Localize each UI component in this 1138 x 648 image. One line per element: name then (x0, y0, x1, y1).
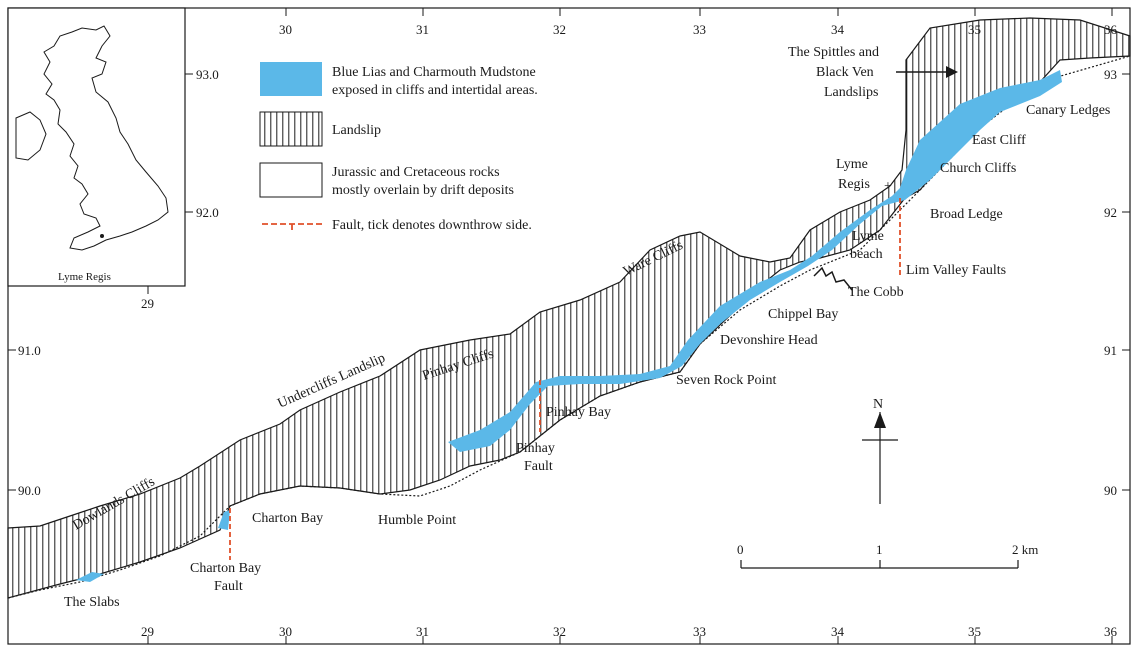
label-lyme-1: Lyme (836, 157, 868, 172)
map-frame (7, 7, 1131, 645)
easting-top-31: 31 (416, 22, 429, 37)
label-charton-fault-1: Charton Bay (190, 561, 261, 576)
label-lyme-plus-icon: + (884, 179, 892, 194)
label-spittles-3: Landslips (824, 85, 878, 100)
north-arrowhead-icon (874, 412, 886, 428)
easting-bottom-29: 29 (141, 624, 154, 639)
easting-top-33: 33 (693, 22, 706, 37)
easting-top-34: 34 (831, 22, 845, 37)
north-arrow: N (862, 397, 898, 504)
legend-swatch-drift (259, 162, 323, 198)
easting-top-32: 32 (553, 22, 566, 37)
legend-exposure-line2: exposed in cliffs and intertidal areas. (332, 83, 538, 98)
scale-bar: 0 1 2 km (737, 542, 1038, 569)
blue-lias-main (448, 70, 1062, 452)
label-chippel-bay: Chippel Bay (768, 307, 838, 322)
easting-bottom-36: 36 (1104, 624, 1118, 639)
fault-lines (229, 198, 901, 560)
legend-exposure-line1: Blue Lias and Charmouth Mudstone (332, 65, 536, 80)
easting-bottom-35: 35 (968, 624, 981, 639)
inset-map: Lyme Regis (7, 7, 186, 287)
easting-bottom-30: 30 (279, 624, 292, 639)
label-east-cliff: East Cliff (972, 133, 1026, 148)
the-cobb-structure (813, 266, 853, 291)
inset-label: Lyme Regis (58, 271, 111, 283)
blue-lias-charton (218, 510, 230, 530)
northing-right-90: 90 (1104, 483, 1117, 498)
easting-bottom-34: 34 (831, 624, 845, 639)
grid-ticks (8, 8, 1130, 644)
legend: Blue Lias and Charmouth Mudstone exposed… (259, 62, 538, 233)
label-pinhay-fault-1: Pinhay (516, 441, 555, 456)
northing-right-92: 92 (1104, 205, 1117, 220)
northing-left-91: 91.0 (18, 343, 41, 358)
easting-bottom-31: 31 (416, 624, 429, 639)
easting-inset-29: 29 (141, 296, 154, 311)
northing-inset-93: 93.0 (196, 67, 219, 82)
label-lyme-beach-2: beach (850, 247, 883, 262)
legend-drift-line2: mostly overlain by drift deposits (332, 183, 514, 198)
scale-label-0: 0 (737, 542, 744, 557)
label-canary-ledges: Canary Ledges (1026, 103, 1110, 118)
label-spittles-2: Black Ven (816, 65, 874, 80)
northing-left-90: 90.0 (18, 483, 41, 498)
label-lyme-beach-1: Lyme (852, 229, 884, 244)
label-broad-ledge: Broad Ledge (930, 207, 1003, 222)
label-the-cobb: The Cobb (848, 285, 904, 300)
northing-right-93: 93 (1104, 67, 1117, 82)
easting-bottom-32: 32 (553, 624, 566, 639)
legend-drift-line1: Jurassic and Cretaceous rocks (332, 165, 500, 180)
label-charton-fault-2: Fault (214, 579, 243, 594)
legend-landslip-label: Landslip (332, 123, 381, 138)
northing-right-91: 91 (1104, 343, 1117, 358)
legend-fault-label: Fault, tick denotes downthrow side. (332, 218, 532, 233)
blue-lias-slabs (76, 572, 104, 582)
label-spittles-1: The Spittles and (788, 45, 879, 60)
britain-outline (43, 25, 169, 251)
label-devonshire-head: Devonshire Head (720, 333, 818, 348)
legend-swatch-exposure (260, 62, 322, 96)
northing-inset-92: 92.0 (196, 205, 219, 220)
easting-bottom-33: 33 (693, 624, 706, 639)
easting-top-30: 30 (279, 22, 292, 37)
label-the-slabs: The Slabs (64, 595, 120, 610)
label-lim-valley: Lim Valley Faults (906, 263, 1006, 278)
legend-swatch-landslip (259, 111, 323, 147)
scale-label-2km: 2 km (1012, 542, 1038, 557)
label-charton-bay: Charton Bay (252, 511, 323, 526)
label-pinhay-bay: Pinhay Bay (546, 405, 611, 420)
ireland-outline (15, 111, 47, 161)
landslip-belt (7, 17, 1131, 599)
label-seven-rock-point: Seven Rock Point (676, 373, 776, 388)
scale-label-1: 1 (876, 542, 883, 557)
label-lyme-2: Regis (838, 177, 870, 192)
label-church-cliffs: Church Cliffs (940, 161, 1016, 176)
north-label: N (873, 397, 883, 412)
label-humble-point: Humble Point (378, 513, 456, 528)
spittles-arrowhead-icon (946, 66, 958, 78)
label-pinhay-fault-2: Fault (524, 459, 553, 474)
